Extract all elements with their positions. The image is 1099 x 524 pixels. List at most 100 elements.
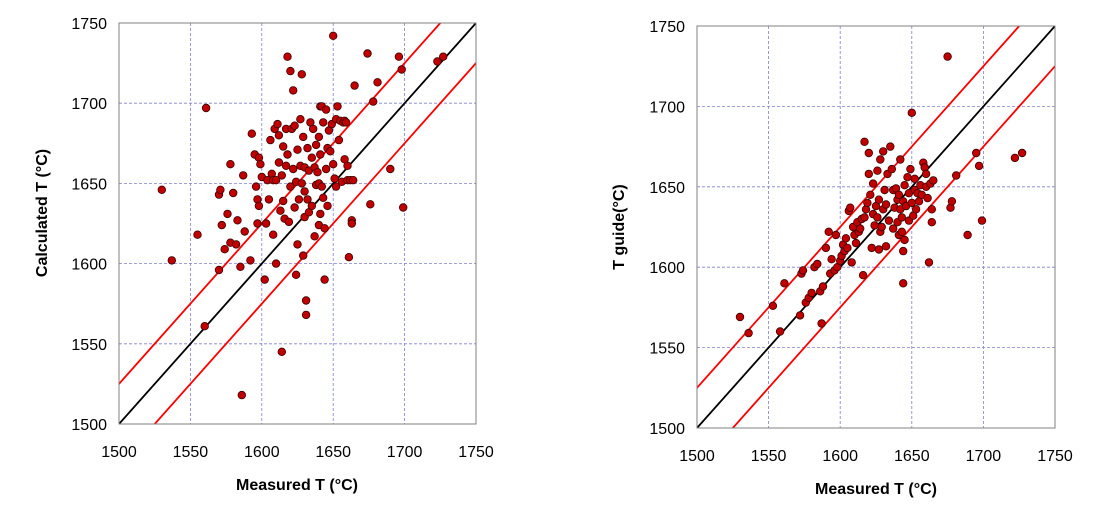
data-point (884, 216, 894, 225)
data-point (269, 230, 278, 239)
data-point (899, 246, 908, 256)
data-point (300, 187, 309, 196)
data-point (216, 185, 225, 194)
data-point (289, 86, 298, 95)
data-point (274, 131, 284, 140)
data-point (433, 57, 442, 66)
y-tick-label: 1650 (71, 176, 107, 193)
data-point (273, 119, 282, 129)
data-point (894, 190, 904, 199)
data-point (373, 78, 382, 87)
data-point (319, 193, 328, 202)
x-tick-label: 1600 (244, 444, 280, 461)
data-point (827, 255, 836, 264)
data-point (281, 161, 291, 170)
data-point (247, 129, 256, 138)
data-point (276, 206, 285, 215)
data-point (237, 390, 246, 400)
tolerance-line (119, 23, 442, 386)
data-point (290, 203, 299, 212)
data-point (366, 200, 375, 209)
data-point (303, 195, 312, 204)
data-point (867, 243, 876, 253)
data-point (841, 234, 851, 243)
data-point (795, 311, 805, 320)
data-point (293, 145, 302, 154)
data-point (260, 275, 269, 284)
data-point (817, 319, 826, 328)
data-point (386, 164, 395, 174)
data-point (943, 52, 952, 61)
data-point (874, 195, 884, 204)
y-tick-label: 1550 (71, 337, 107, 354)
data-point (217, 220, 226, 230)
data-point (813, 259, 822, 269)
data-point (863, 198, 872, 208)
y-tick-label: 1500 (649, 421, 685, 438)
data-point (311, 140, 321, 150)
data-point (193, 230, 202, 239)
data-point (323, 201, 332, 211)
data-point (319, 118, 328, 127)
data-point (321, 164, 331, 174)
data-point (240, 227, 249, 236)
data-point (316, 150, 325, 159)
data-point (347, 219, 356, 228)
x-tick-label: 1650 (315, 444, 351, 461)
y-tick-label: 1600 (649, 260, 685, 277)
data-point (929, 176, 938, 185)
x-tick-label: 1500 (101, 444, 137, 461)
y-tick-label: 1700 (71, 96, 107, 113)
data-point (399, 203, 408, 212)
data-point (860, 213, 869, 222)
data-point (927, 217, 936, 227)
data-point (897, 227, 906, 236)
tolerance-line (697, 26, 1021, 390)
data-point (320, 275, 329, 284)
data-point (299, 132, 308, 142)
data-point (223, 209, 232, 219)
data-point (251, 182, 261, 191)
data-point (923, 193, 932, 203)
data-point (271, 259, 281, 268)
y-axis-label: T guide(°C) (611, 184, 628, 270)
data-points (157, 31, 448, 400)
data-point (254, 201, 264, 211)
y-axis-label: Calculated T (°C) (34, 149, 51, 277)
data-point (309, 124, 318, 134)
identity-line (119, 23, 476, 424)
right-scatter-panel: 1500 1550 1600 1650 1700 1750 1500 1550 1600 165… (611, 19, 1073, 498)
data-point (911, 205, 921, 214)
data-point (807, 288, 816, 298)
data-point (952, 171, 961, 180)
data-point (228, 188, 238, 198)
data-point (900, 235, 909, 245)
tolerance-line (153, 61, 476, 424)
data-point (253, 219, 262, 228)
data-point (314, 132, 324, 142)
data-point (283, 52, 292, 61)
data-point (283, 150, 292, 159)
x-tick-label: 1700 (966, 448, 1002, 465)
x-tick-labels: 1500 1550 1600 1650 1700 1750 (679, 448, 1073, 465)
x-tick-label: 1500 (679, 448, 715, 465)
plot-border (696, 25, 1056, 429)
data-point (824, 227, 833, 236)
data-point (246, 256, 255, 265)
data-point (214, 265, 224, 275)
data-point (821, 243, 831, 253)
data-point (284, 217, 294, 227)
data-point (333, 102, 342, 111)
data-point (439, 52, 448, 61)
data-point (341, 118, 351, 127)
data-point (907, 108, 916, 117)
data-point (329, 159, 338, 169)
data-point (238, 171, 248, 180)
y-tick-label: 1500 (71, 417, 107, 434)
data-point (279, 196, 288, 206)
data-point (775, 327, 785, 336)
data-point (363, 49, 372, 58)
data-point (906, 164, 915, 174)
data-point (226, 159, 235, 169)
data-point (972, 148, 981, 158)
